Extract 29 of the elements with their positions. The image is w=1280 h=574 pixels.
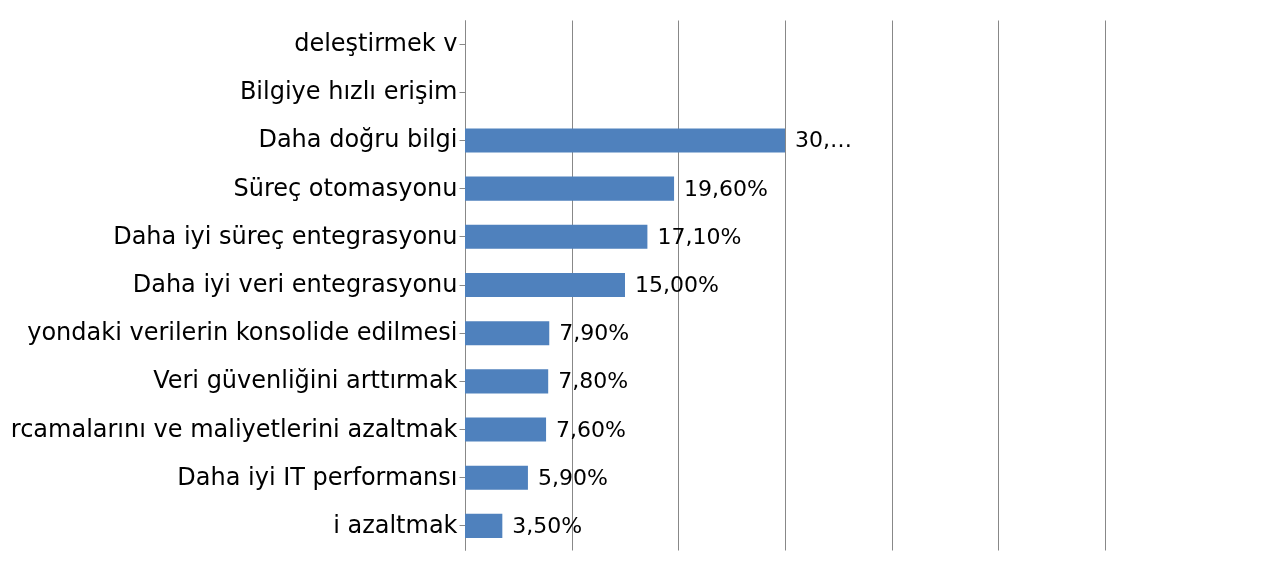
bar [465,224,648,249]
y-tick-label: Süreç otomasyonu [233,173,458,202]
bar [465,369,549,394]
y-tick-label: Daha iyi veri entegrasyonu [132,270,458,298]
data-label: 5,90% [537,464,608,490]
y-tick-label: rcamalarını ve maliyetlerini azaltmak [10,414,458,443]
y-tick-label: yondaki verilerin konsolide edilmesi [27,318,458,347]
data-label: 7,90% [559,320,630,346]
y-tick-label: Daha doğru bilgi [258,125,458,154]
y-tick-label: Daha iyi IT performansı [177,462,458,491]
data-label: 7,80% [558,368,629,394]
data-label: 7,60% [556,416,626,442]
y-tick-label: i azaltmak [333,510,458,539]
bar [465,417,547,442]
data-label: 19,60% [684,175,768,201]
data-label: 3,50% [512,512,583,538]
bar [465,176,675,201]
data-label: 17,10% [657,223,742,249]
bar [465,272,625,298]
bar [465,321,550,346]
bar [465,465,528,490]
bar [465,128,785,153]
bar [465,513,503,538]
data-label: 15,00% [635,272,719,297]
y-tick-label: Bilgiye hızlı erişim [239,77,458,106]
y-tick-label: Veri güvenliğini arttırmak [153,366,458,395]
data-label: 30,… [795,127,852,153]
y-tick-label: deleştirmek v [294,29,458,58]
y-tick-label: Daha iyi süreç entegrasyonu [113,221,458,250]
